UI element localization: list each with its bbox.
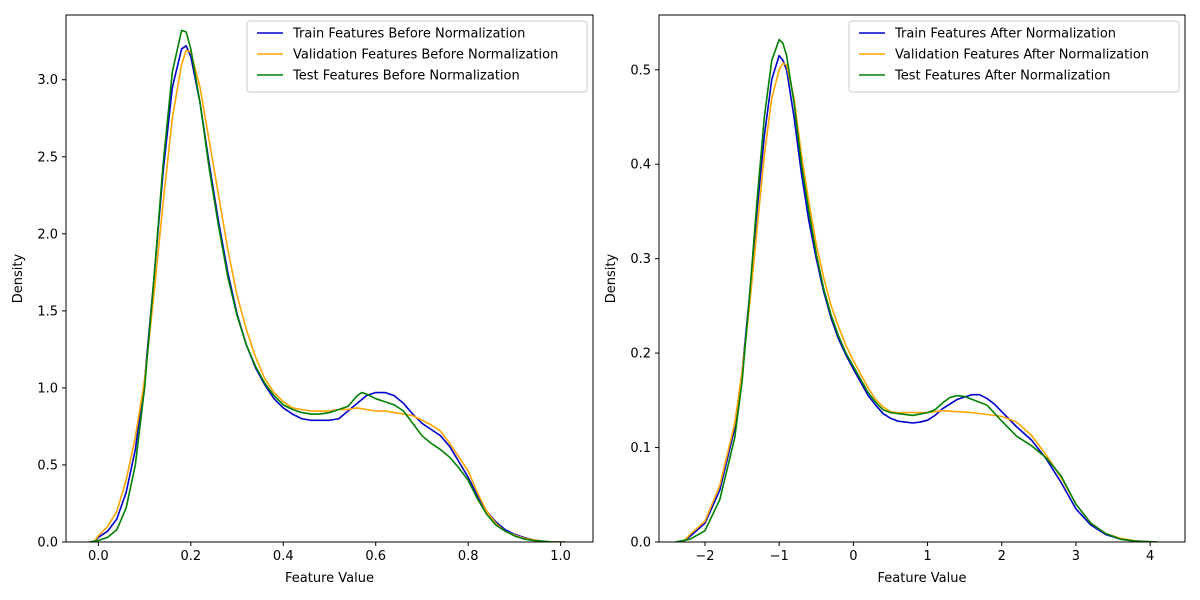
- x-tick-label: 0.6: [365, 549, 386, 564]
- x-axis-label: Feature Value: [878, 571, 967, 586]
- series-line-2: [682, 62, 1158, 542]
- y-tick-label: 2.5: [37, 150, 58, 165]
- legend-label: Train Features After Normalization: [894, 27, 1116, 42]
- x-tick-label: −1: [770, 549, 789, 564]
- legend: Train Features After Normalization Valida…: [848, 20, 1180, 93]
- y-tick-label: 2.0: [37, 227, 58, 242]
- y-axis-label: Density: [11, 253, 26, 303]
- legend-label: Train Features Before Normalization: [292, 27, 525, 42]
- y-tick-label: 0.4: [630, 158, 651, 173]
- legend-label: Validation Features After Normalization: [895, 48, 1149, 63]
- series-line-2: [93, 49, 566, 542]
- x-tick-label: 4: [1146, 549, 1154, 564]
- y-tick-label: 0.0: [37, 536, 58, 551]
- right-chart-panel: −2 −1 0 1 2 3 4 0.0 0.1 0.2 0.3 0.4 0.5 Feature Value…: [604, 14, 1186, 586]
- x-tick-label: 0.8: [458, 549, 479, 564]
- x-tick-label: 0.2: [180, 549, 201, 564]
- y-tick-label: 0.1: [630, 441, 651, 456]
- x-tick-label: 1.0: [550, 549, 571, 564]
- x-tick-label: 1: [923, 549, 931, 564]
- y-tick-label: 0.2: [630, 347, 651, 362]
- series-lines: [88, 29, 566, 542]
- x-tick-label: 0.0: [88, 549, 109, 564]
- legend: Train Features Before Normalization Valid…: [246, 20, 588, 93]
- x-tick-label: 2: [998, 549, 1006, 564]
- y-axis-label: Density: [604, 253, 619, 303]
- x-tick-label: 3: [1072, 549, 1080, 564]
- x-tick-label: −2: [695, 549, 714, 564]
- y-tick-label: 1.5: [37, 304, 58, 319]
- y-tick-label: 1.0: [37, 381, 58, 396]
- y-tick-label: 0.0: [630, 536, 651, 551]
- y-tick-label: 0.3: [630, 252, 651, 267]
- series-line-1: [93, 45, 566, 542]
- series-lines: [675, 38, 1158, 542]
- legend-box: [848, 20, 1180, 93]
- x-tick-label: 0: [849, 549, 857, 564]
- series-line-3: [675, 38, 1158, 542]
- x-tick-label: 0.4: [273, 549, 294, 564]
- x-axis-label: Feature Value: [285, 571, 374, 586]
- series-line-3: [88, 29, 566, 542]
- y-tick-label: 3.0: [37, 73, 58, 88]
- y-tick-label: 0.5: [630, 63, 651, 78]
- axes-frame: [658, 14, 1186, 543]
- legend-box: [246, 20, 588, 93]
- axes-frame: [65, 14, 594, 543]
- series-line-1: [682, 54, 1158, 542]
- legend-label: Test Features Before Normalization: [292, 69, 520, 84]
- legend-label: Test Features After Normalization: [894, 69, 1110, 84]
- y-tick-label: 0.5: [37, 458, 58, 473]
- left-chart-panel: 0.0 0.2 0.4 0.6 0.8 1.0 0.0 0.5 1.0 1.5 2.0 2.5 3.0 F…: [11, 14, 594, 586]
- legend-label: Validation Features Before Normalization: [293, 48, 558, 63]
